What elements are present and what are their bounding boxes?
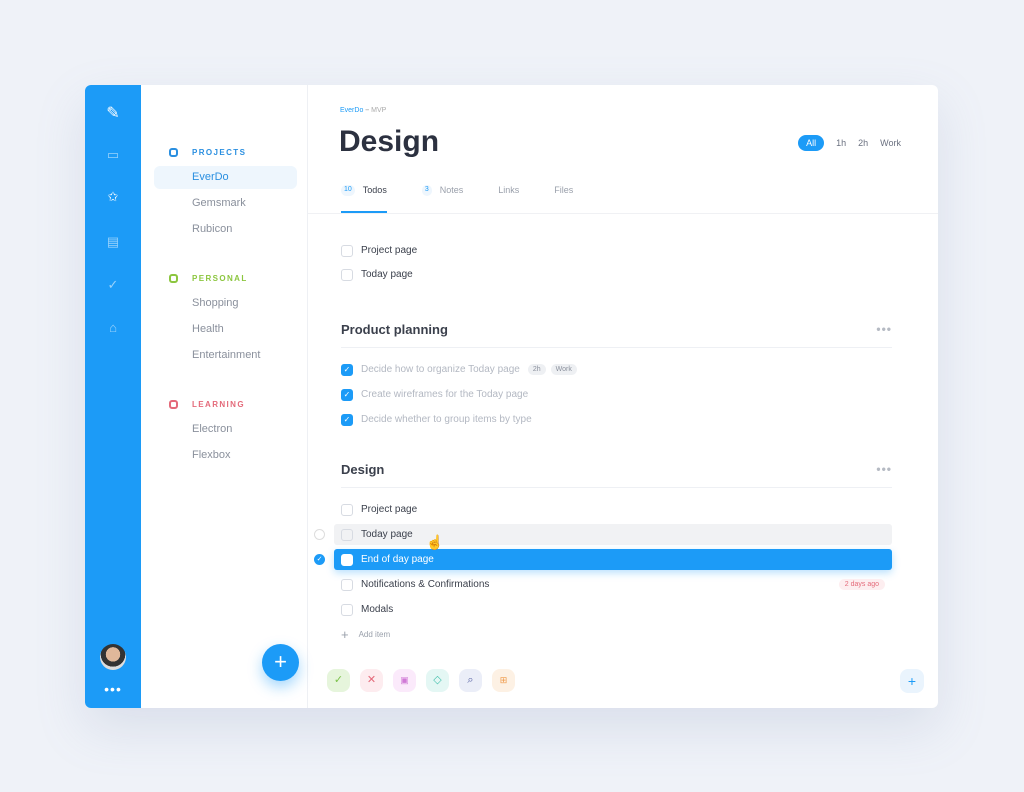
todo-item[interactable]: Project page: [334, 240, 892, 261]
page-title: Design: [339, 125, 440, 158]
project-sidebar: PROJECTS EverDo Gemsmark Rubicon PERSONA…: [141, 85, 308, 708]
action-toolbar: ✓ ✕ ▣ ◇ ⌕ ⊞: [327, 669, 515, 692]
group-personal[interactable]: PERSONAL: [169, 274, 248, 283]
crumb-page: MVP: [371, 107, 387, 114]
folder-icon: [169, 274, 178, 283]
hand-cursor-icon: ☝: [426, 534, 444, 550]
sidebar-item-flexbox[interactable]: Flexbox: [192, 449, 231, 461]
todo-item[interactable]: Today page: [334, 264, 892, 285]
checkbox[interactable]: [341, 528, 353, 541]
tab-links[interactable]: Links: [498, 185, 520, 195]
filter-all[interactable]: All: [798, 135, 825, 151]
todo-item[interactable]: Notifications & Confirmations 2 days ago: [334, 574, 892, 595]
filter-1h[interactable]: 1h: [836, 138, 847, 148]
select-radio[interactable]: [314, 529, 325, 540]
group-projects[interactable]: PROJECTS: [169, 148, 246, 157]
checkbox-checked[interactable]: ✓: [341, 363, 353, 376]
app-window: ✎ ▭ ✩ ▤ ✓ ⌂ ••• PROJECTS EverDo Gemsmark…: [85, 85, 938, 708]
group-learning[interactable]: LEARNING: [169, 400, 245, 409]
tag[interactable]: 2h: [527, 364, 546, 375]
checkbox[interactable]: [341, 244, 353, 257]
todo-item[interactable]: ✓ Decide how to organize Today page 2h Work: [334, 359, 892, 380]
checkbox[interactable]: [341, 268, 353, 281]
add-item-button[interactable]: + Add item: [341, 627, 391, 642]
calendar-icon[interactable]: ▤: [106, 234, 120, 249]
due-badge: 2 days ago: [838, 579, 885, 590]
breadcrumb: EverDo – MVP: [340, 107, 387, 114]
search-icon[interactable]: ⌕: [459, 669, 482, 692]
tag-icon[interactable]: ◇: [426, 669, 449, 692]
filter-2h[interactable]: 2h: [858, 138, 869, 148]
sidebar-item-entertainment[interactable]: Entertainment: [192, 349, 261, 361]
move-icon[interactable]: ⊞: [492, 669, 515, 692]
folder-icon: [169, 400, 178, 409]
star-icon[interactable]: ✩: [107, 189, 119, 204]
checkbox-checked[interactable]: ✓: [341, 413, 353, 426]
more-options-icon[interactable]: •••: [876, 322, 892, 336]
avatar[interactable]: [100, 644, 126, 670]
tabs: 10 Todos 3 Notes Links Files: [341, 185, 608, 213]
tag[interactable]: Work: [550, 364, 577, 375]
folder-icon: [169, 148, 178, 157]
select-radio-checked[interactable]: ✓: [314, 554, 325, 565]
filter-work[interactable]: Work: [880, 138, 901, 148]
plus-icon: +: [341, 627, 349, 642]
checkbox[interactable]: [341, 553, 353, 566]
todo-item[interactable]: Today page: [334, 524, 892, 545]
todo-item[interactable]: ✓ Create wireframes for the Today page: [334, 384, 892, 405]
checkbox[interactable]: [341, 503, 353, 516]
sidebar-item-electron[interactable]: Electron: [192, 423, 233, 435]
add-project-button[interactable]: +: [262, 644, 299, 681]
complete-icon[interactable]: ✓: [327, 669, 350, 692]
sidebar-item-everdo[interactable]: EverDo: [154, 166, 297, 189]
icon-rail: ✎ ▭ ✩ ▤ ✓ ⌂ •••: [85, 85, 141, 708]
inbox-icon[interactable]: ▭: [106, 147, 120, 162]
calendar-icon[interactable]: ▣: [393, 669, 416, 692]
tab-files[interactable]: Files: [554, 185, 574, 195]
crumb-project[interactable]: EverDo: [340, 107, 364, 114]
todo-item[interactable]: ✓ Decide whether to group items by type: [334, 409, 892, 430]
todo-item[interactable]: Project page: [334, 499, 892, 520]
sidebar-item-rubicon[interactable]: Rubicon: [192, 223, 233, 235]
sidebar-item-health[interactable]: Health: [192, 323, 224, 335]
more-menu-button[interactable]: •••: [104, 681, 122, 697]
checkbox-checked[interactable]: ✓: [341, 388, 353, 401]
checkbox[interactable]: [341, 603, 353, 616]
section-header: Design •••: [341, 462, 892, 488]
add-button[interactable]: +: [900, 669, 924, 693]
tab-todos[interactable]: 10 Todos: [341, 185, 387, 213]
checkbox[interactable]: [341, 578, 353, 591]
sidebar-item-gemsmark[interactable]: Gemsmark: [192, 197, 246, 209]
main-panel: EverDo – MVP Design All 1h 2h Work 10 Tod…: [308, 85, 938, 708]
todo-item-selected[interactable]: End of day page: [334, 549, 892, 570]
logo-pen-icon[interactable]: ✎: [106, 105, 120, 122]
section-header: Product planning •••: [341, 322, 892, 348]
sidebar-item-shopping[interactable]: Shopping: [192, 297, 239, 309]
filter-group: All 1h 2h Work: [798, 135, 901, 151]
divider: [308, 213, 938, 214]
tab-notes[interactable]: 3 Notes: [421, 185, 463, 213]
trash-icon[interactable]: ⌂: [109, 320, 117, 335]
check-icon[interactable]: ✓: [107, 277, 119, 292]
more-options-icon[interactable]: •••: [876, 462, 892, 476]
todo-item[interactable]: Modals: [334, 599, 892, 620]
delete-icon[interactable]: ✕: [360, 669, 383, 692]
